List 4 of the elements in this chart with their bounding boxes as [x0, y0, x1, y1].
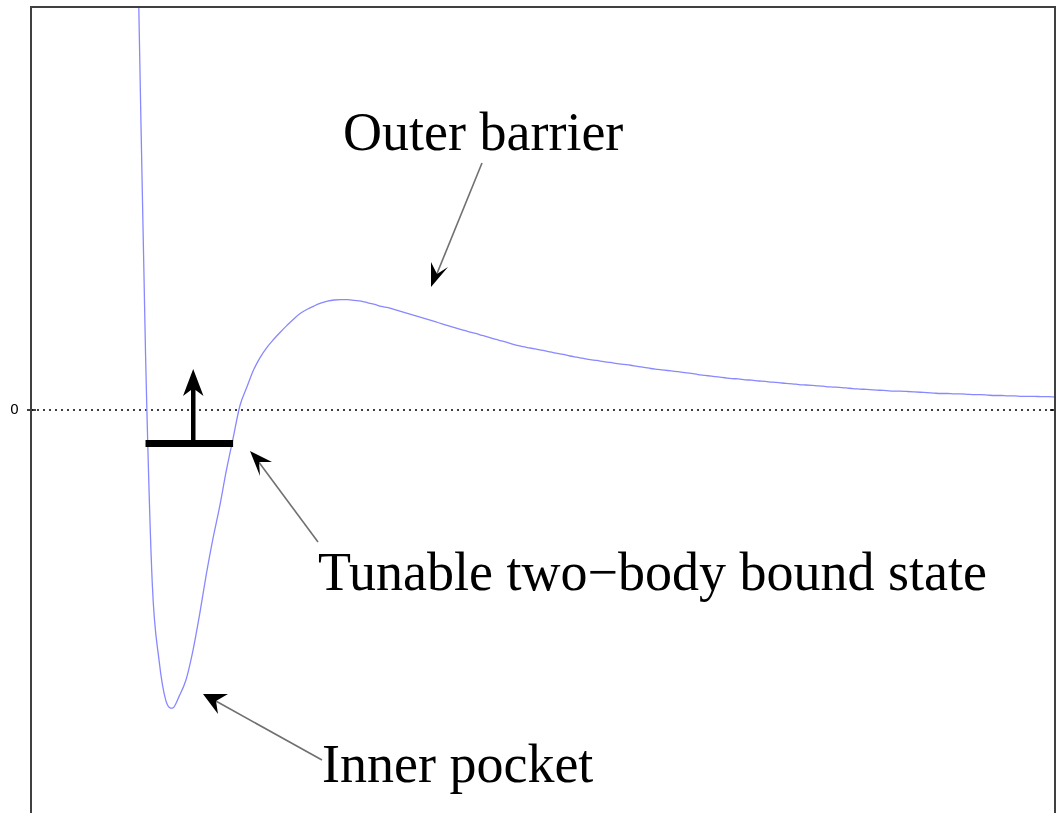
annotation: Outer barrier: [343, 102, 624, 162]
text: Inner pocket: [322, 734, 594, 794]
ref-line-label: 0: [10, 400, 19, 417]
annotation: Tunable two−body bound state: [318, 542, 987, 602]
